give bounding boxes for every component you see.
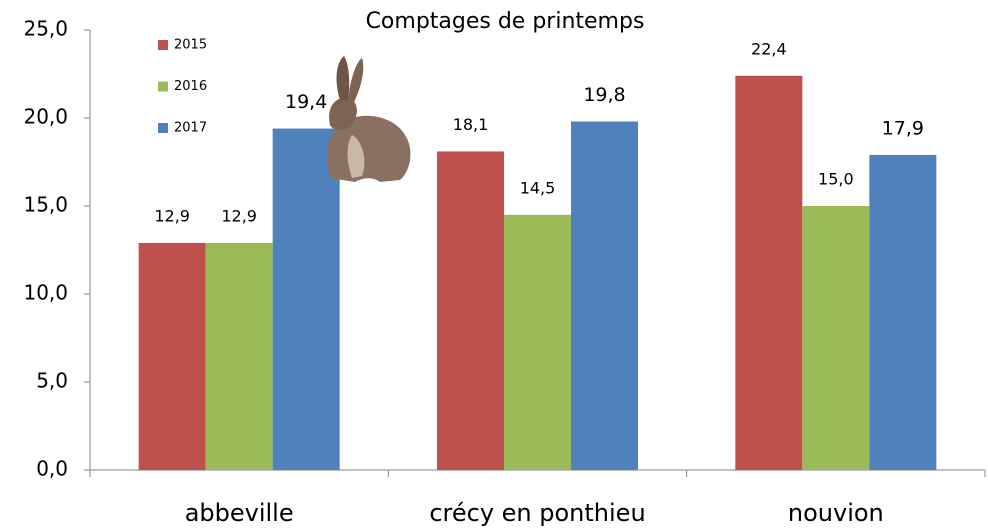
bar bbox=[869, 155, 936, 470]
legend-label: 2015 bbox=[174, 38, 207, 53]
value-label: 14,5 bbox=[520, 178, 556, 197]
x-tick-label: crécy en ponthieu bbox=[429, 499, 645, 527]
value-label: 12,9 bbox=[154, 206, 190, 225]
bar bbox=[802, 206, 869, 470]
legend-label: 2017 bbox=[174, 121, 207, 136]
hare-ear bbox=[337, 56, 350, 100]
value-label: 17,9 bbox=[882, 117, 924, 139]
value-label: 22,4 bbox=[751, 39, 787, 58]
y-tick-label: 20,0 bbox=[23, 105, 68, 129]
bar bbox=[504, 215, 571, 470]
y-tick-label: 0,0 bbox=[36, 457, 68, 481]
bar bbox=[571, 122, 638, 470]
hare-illustration bbox=[327, 56, 410, 182]
bar bbox=[273, 129, 340, 470]
bar bbox=[139, 243, 206, 470]
x-tick-label: abbeville bbox=[185, 499, 294, 527]
value-label: 19,4 bbox=[285, 91, 327, 113]
y-tick-label: 25,0 bbox=[23, 17, 68, 41]
chart: Comptages de printemps 0,0 5,0 10,0 15,0 20,… bbox=[0, 0, 988, 532]
legend-swatch bbox=[158, 82, 168, 92]
legend-swatch bbox=[158, 40, 168, 50]
legend-label: 2016 bbox=[174, 79, 207, 94]
bar bbox=[735, 76, 802, 470]
hare-ear bbox=[348, 58, 363, 102]
chart-title: Comptages de printemps bbox=[366, 9, 645, 34]
value-label: 15,0 bbox=[818, 170, 854, 189]
y-tick-label: 15,0 bbox=[23, 193, 68, 217]
value-label: 19,8 bbox=[583, 84, 625, 106]
y-tick-label: 10,0 bbox=[23, 281, 68, 305]
bar bbox=[206, 243, 273, 470]
y-tick-label: 5,0 bbox=[36, 369, 68, 393]
value-label: 12,9 bbox=[221, 206, 257, 225]
bar bbox=[437, 151, 504, 470]
x-tick-label: nouvion bbox=[788, 499, 884, 527]
value-label: 18,1 bbox=[453, 115, 489, 134]
legend-swatch bbox=[158, 123, 168, 133]
